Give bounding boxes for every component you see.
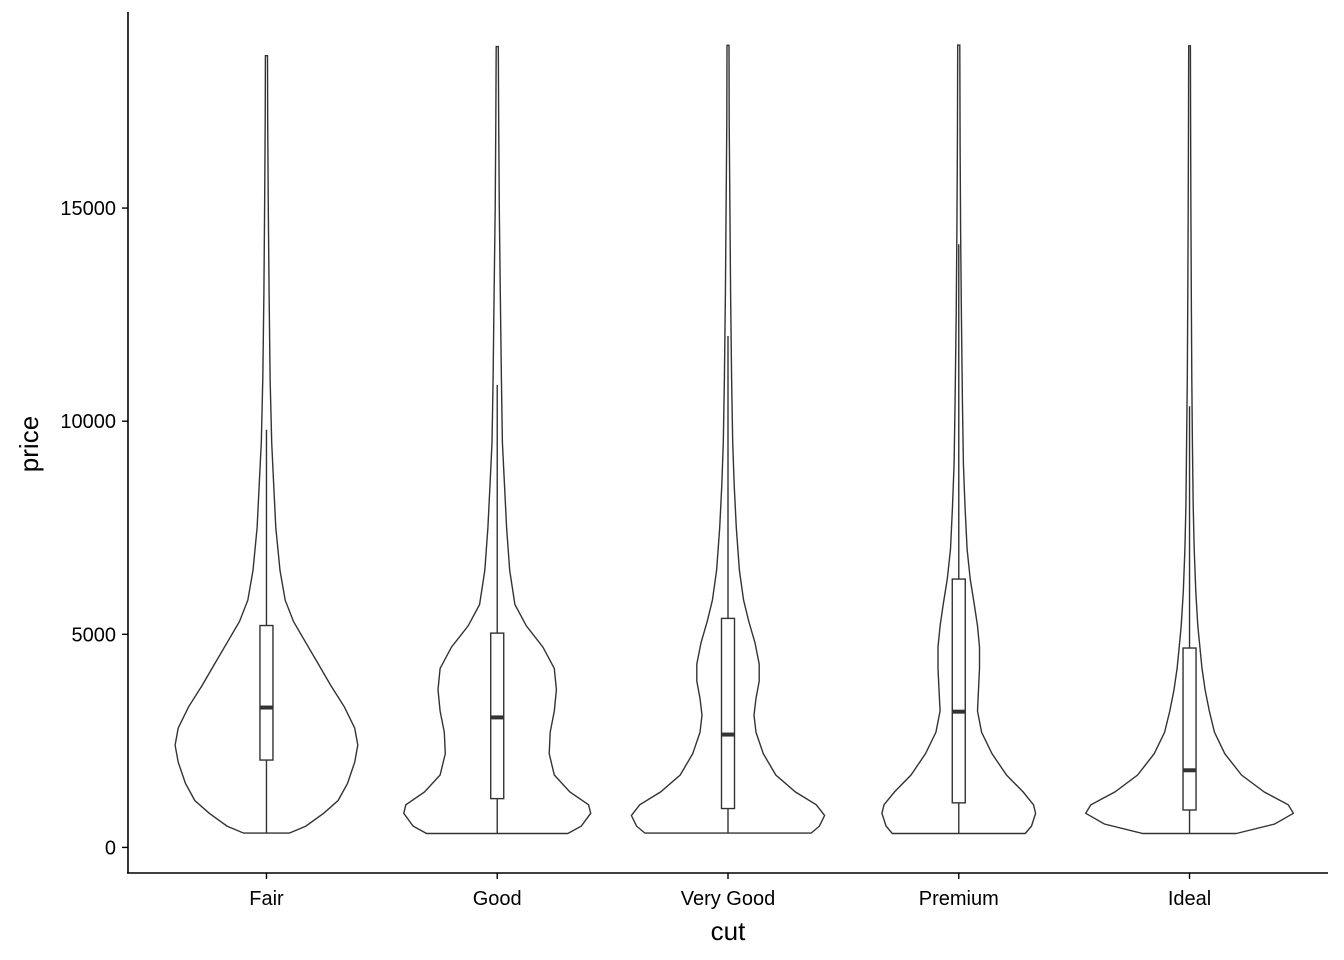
x-tick-label: Very Good (681, 888, 776, 910)
violin-group (1084, 45, 1295, 835)
plot-area (174, 44, 1295, 835)
violin-group (174, 55, 359, 834)
y-tick-label: 10000 (60, 411, 116, 433)
violin-group (630, 44, 826, 834)
x-tick-label: Good (473, 888, 522, 910)
y-tick-label: 15000 (60, 198, 116, 220)
iqr-box (259, 624, 274, 761)
x-tick-label: Ideal (1168, 888, 1211, 910)
violin-shape (403, 45, 592, 835)
violin-shape (1084, 45, 1295, 835)
y-tick-label: 0 (105, 837, 116, 859)
violin-shape (881, 44, 1037, 835)
violin-group (881, 44, 1037, 835)
y-axis-ticks: 0 5000 10000 15000 (60, 198, 128, 859)
x-axis-title: cut (711, 916, 746, 946)
iqr-box (720, 617, 736, 810)
violin-shape (630, 44, 826, 834)
x-axis-ticks: Fair Good Very Good Premium Ideal (249, 873, 1211, 910)
iqr-box (951, 578, 966, 804)
x-tick-label: Premium (919, 888, 999, 910)
iqr-box (1182, 647, 1197, 811)
y-axis-title: price (14, 416, 44, 472)
violin-shape (174, 55, 359, 834)
y-tick-label: 5000 (72, 624, 117, 646)
x-tick-label: Fair (249, 888, 284, 910)
violin-group (403, 45, 592, 835)
